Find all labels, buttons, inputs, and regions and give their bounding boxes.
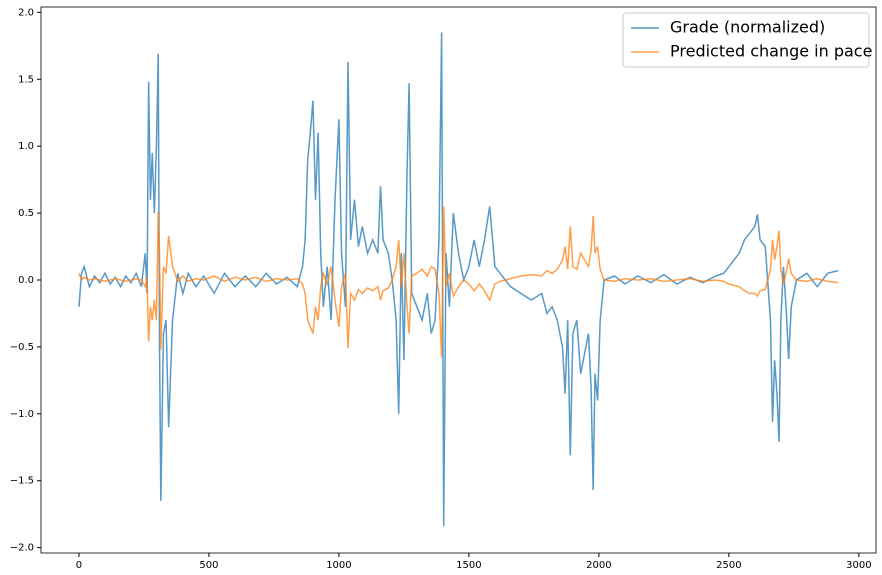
x-tick-label: 3000 (846, 560, 871, 571)
y-tick-label: 0.0 (18, 275, 34, 286)
x-tick-label: 1500 (456, 560, 481, 571)
y-tick-label: −0.5 (10, 342, 34, 353)
y-tick-label: 1.5 (18, 74, 34, 85)
y-tick-label: −1.0 (10, 409, 34, 420)
y-tick-label: −2.0 (10, 543, 34, 554)
x-tick-label: 500 (199, 560, 218, 571)
x-tick-label: 2000 (586, 560, 611, 571)
x-tick-label: 0 (76, 560, 82, 571)
legend-label: Grade (normalized) (670, 18, 825, 37)
plot-frame (40, 6, 877, 554)
y-tick-label: 2.0 (18, 7, 34, 18)
y-tick-label: −1.5 (10, 476, 34, 487)
legend-label: Predicted change in pace (670, 42, 872, 61)
y-tick-label: 1.0 (18, 141, 34, 152)
x-tick-label: 2500 (716, 560, 741, 571)
series-line (78, 32, 839, 527)
series-line (78, 206, 839, 358)
legend-box (622, 12, 870, 68)
y-tick-label: 0.5 (18, 208, 34, 219)
x-tick-label: 1000 (326, 560, 351, 571)
